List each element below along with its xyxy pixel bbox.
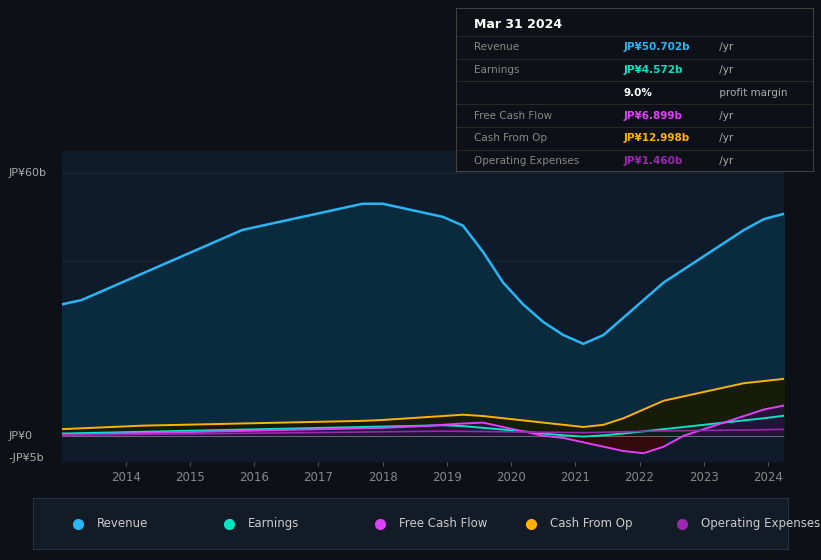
Text: /yr: /yr bbox=[717, 43, 734, 53]
Text: -JP¥5b: -JP¥5b bbox=[8, 452, 44, 463]
Text: Free Cash Flow: Free Cash Flow bbox=[399, 517, 488, 530]
Text: Earnings: Earnings bbox=[474, 65, 519, 75]
Text: /yr: /yr bbox=[717, 133, 734, 143]
Text: /yr: /yr bbox=[717, 156, 734, 166]
Text: JP¥6.899b: JP¥6.899b bbox=[623, 110, 682, 120]
Text: /yr: /yr bbox=[717, 65, 734, 75]
Text: JP¥12.998b: JP¥12.998b bbox=[623, 133, 690, 143]
Text: Free Cash Flow: Free Cash Flow bbox=[474, 110, 552, 120]
Text: Cash From Op: Cash From Op bbox=[474, 133, 547, 143]
Text: Revenue: Revenue bbox=[474, 43, 519, 53]
Text: Cash From Op: Cash From Op bbox=[550, 517, 633, 530]
Text: JP¥60b: JP¥60b bbox=[8, 168, 46, 178]
Text: JP¥1.460b: JP¥1.460b bbox=[623, 156, 683, 166]
Text: /yr: /yr bbox=[717, 110, 734, 120]
Text: JP¥50.702b: JP¥50.702b bbox=[623, 43, 690, 53]
Text: JP¥0: JP¥0 bbox=[8, 431, 32, 441]
Text: Earnings: Earnings bbox=[248, 517, 300, 530]
Text: profit margin: profit margin bbox=[717, 88, 788, 98]
Text: JP¥4.572b: JP¥4.572b bbox=[623, 65, 683, 75]
Text: Operating Expenses: Operating Expenses bbox=[474, 156, 579, 166]
Text: 9.0%: 9.0% bbox=[623, 88, 653, 98]
Text: Operating Expenses: Operating Expenses bbox=[701, 517, 820, 530]
Text: Mar 31 2024: Mar 31 2024 bbox=[474, 18, 562, 31]
Text: Revenue: Revenue bbox=[97, 517, 149, 530]
